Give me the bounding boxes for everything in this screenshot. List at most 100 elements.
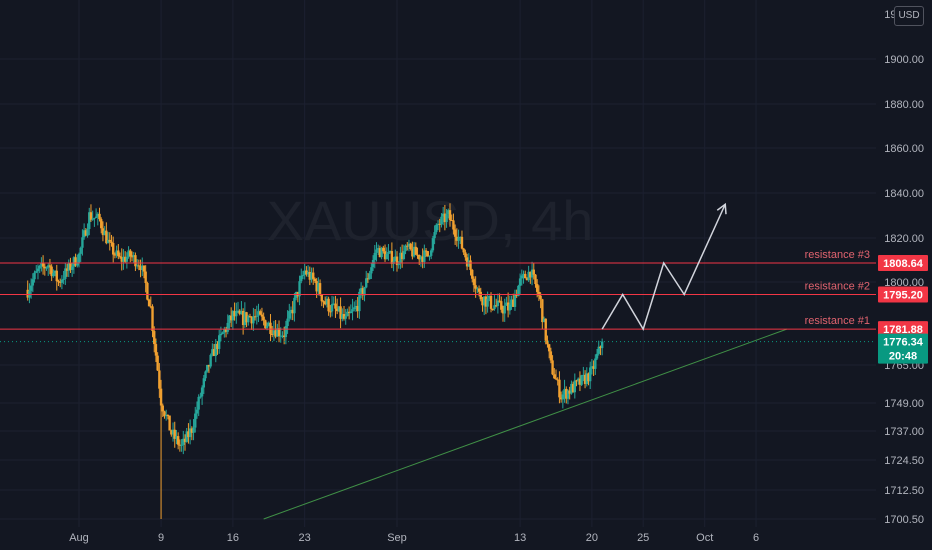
candle-251 [455, 228, 459, 247]
candle-77 [158, 363, 161, 398]
candle-17 [55, 264, 58, 291]
price-tick-10: 1880.00 [884, 99, 924, 111]
candle-98 [194, 406, 197, 433]
candle-314 [563, 379, 566, 403]
candle-200 [368, 270, 371, 280]
candle-107 [209, 353, 212, 369]
resistance-tag-3: 1808.64 [883, 258, 924, 270]
candle-88 [176, 432, 180, 450]
candle-79 [161, 403, 164, 418]
price-tick-8: 1840.00 [884, 188, 924, 200]
candle-25 [69, 257, 72, 273]
candle-305 [547, 343, 551, 359]
projection-path[interactable] [601, 202, 727, 331]
candle-210 [385, 247, 388, 260]
candle-299 [537, 285, 541, 301]
candle-143 [270, 325, 274, 338]
projection-line [601, 203, 726, 331]
candle-37 [89, 204, 93, 222]
candle-64 [135, 259, 139, 269]
candle-160 [300, 268, 303, 284]
candle-252 [457, 229, 460, 249]
candle-261 [472, 276, 476, 293]
candle-65 [137, 259, 141, 271]
candle-29 [76, 254, 79, 268]
candle-40 [94, 208, 98, 219]
price-axis[interactable]: 1920.001700.501712.501724.501737.001749.… [884, 9, 924, 526]
candle-211 [387, 244, 390, 261]
candle-80 [163, 410, 166, 419]
time-tick-7: 25 [637, 532, 649, 544]
candle-181 [335, 298, 339, 315]
candle-90 [180, 439, 183, 452]
candle-76 [156, 352, 159, 372]
candle-115 [223, 326, 226, 338]
candle-285 [513, 289, 517, 311]
candle-237 [431, 235, 435, 253]
candle-87 [175, 429, 178, 445]
price-tick-7: 1820.00 [884, 233, 924, 245]
candle-186 [344, 309, 347, 325]
candle-273 [493, 295, 496, 311]
time-tick-9: 6 [753, 532, 759, 544]
candle-117 [226, 314, 229, 335]
resistance-tag-bg-3 [878, 254, 928, 271]
candle-57 [123, 251, 127, 263]
trendline[interactable] [263, 328, 787, 520]
price-tick-6: 1800.00 [884, 277, 924, 289]
candle-78 [159, 379, 163, 519]
candle-48 [108, 232, 111, 251]
candle-20 [60, 275, 64, 290]
candle-94 [187, 423, 190, 444]
candle-275 [496, 293, 500, 314]
candle-2 [29, 278, 33, 299]
candle-83 [168, 415, 171, 431]
candle-137 [260, 307, 264, 322]
currency-button[interactable]: USD [894, 6, 924, 26]
candle-331 [592, 360, 595, 377]
candle-253 [459, 236, 462, 245]
candle-317 [568, 386, 571, 400]
time-axis[interactable]: Aug 9 16 23 Sep 13 20 25 Oct 6 [0, 527, 876, 550]
candle-191 [353, 301, 356, 312]
candle-56 [122, 249, 125, 270]
candle-195 [359, 282, 363, 299]
candle-31 [79, 246, 82, 262]
candle-141 [267, 321, 270, 327]
candle-220 [402, 244, 406, 261]
price-axis-background[interactable] [876, 0, 932, 550]
candle-246 [447, 208, 450, 219]
candle-228 [416, 247, 419, 259]
candle-328 [587, 372, 590, 386]
candle-297 [534, 274, 537, 288]
current-price-tag-bg [878, 333, 928, 364]
candle-8 [40, 257, 43, 272]
candle-189 [349, 304, 353, 314]
candle-277 [500, 296, 503, 313]
candle-223 [407, 239, 411, 252]
candle-321 [575, 379, 578, 387]
candle-311 [558, 371, 561, 404]
candle-81 [164, 409, 168, 421]
candle-135 [257, 303, 260, 323]
candle-293 [527, 265, 530, 282]
time-tick-0: Aug [69, 532, 89, 544]
candle-257 [465, 253, 469, 271]
resistance-lines[interactable]: resistance #3 resistance #2 resistance #1 [0, 249, 876, 343]
candle-182 [337, 305, 341, 313]
candle-270 [488, 295, 491, 302]
candle-241 [438, 218, 441, 233]
candle-67 [141, 257, 144, 276]
candle-218 [399, 246, 402, 270]
candle-126 [241, 308, 245, 335]
resistance-tag-bg-2 [878, 286, 928, 303]
candle-255 [462, 247, 465, 256]
candle-30 [77, 252, 81, 268]
candle-129 [247, 314, 250, 326]
candle-153 [288, 303, 291, 322]
candle-9 [41, 255, 45, 275]
resistance-label-3: resistance #3 [805, 249, 870, 261]
candle-224 [409, 242, 412, 251]
